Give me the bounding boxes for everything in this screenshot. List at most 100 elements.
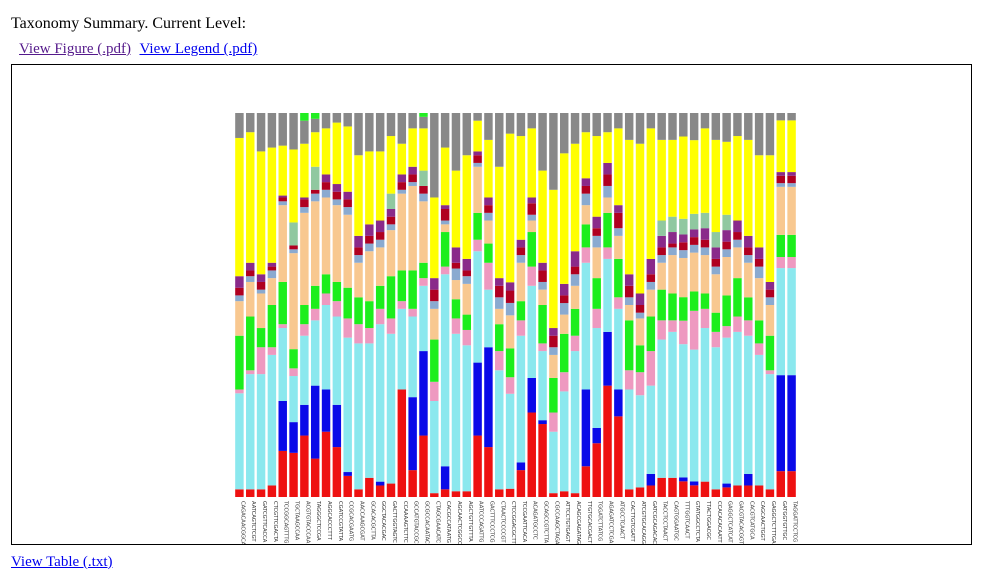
bar-segment-red [570,493,580,497]
bar-segment-pink [278,324,287,329]
bar-segment-steelblue [246,276,255,282]
bar-segment-yellow [516,136,526,240]
bar-segment-steelblue [267,270,277,279]
bar-segment-red [646,485,656,497]
bar-segment-blue [776,375,785,472]
bar-segment-pink [776,257,785,269]
bar-segment-gray [570,113,580,144]
bar-segment-green [354,297,363,325]
x-tick-label: GACTTTCCCTCG [488,501,494,543]
bar-segment-green [646,316,656,352]
bar-segment-peach [711,274,721,313]
bar-segment-darkred [289,245,298,250]
bar-segment-cyan [765,374,775,490]
x-tick-label: AGGCACCCTTT [326,501,332,541]
bar-segment-red [386,483,396,497]
view-figure-link[interactable]: View Figure (.pdf) [19,41,131,57]
bar-segment-gray [354,113,363,156]
bar-segment-cyan [754,354,764,486]
bar-segment-yellow [397,143,407,175]
bar-segment-pink [267,347,277,355]
bar-segment-darkred [668,243,677,248]
view-table-link[interactable]: View Table (.txt) [11,554,113,570]
bar-segment-pink [679,320,688,345]
bar-segment-gray [343,113,352,127]
bar-segment-purple [473,151,482,156]
bar-segment-darkred [527,203,536,215]
x-tick-label: ACAGCGAGATAG [575,501,581,544]
bar-segment-green [700,293,710,309]
bar-segment-purple [246,262,255,271]
bar-segment-cyan [235,393,244,490]
bar-segment-purple [278,195,287,198]
bar-segment-blue [408,397,417,471]
bar-segment-red [343,475,352,497]
bar-segment-gray [267,113,277,148]
x-tick-label: GCACACGCTTA [369,501,375,540]
bar-segment-green [440,232,450,267]
bar-segment-darkred [386,216,396,225]
bar-segment-green [711,312,721,332]
bar-segment-purple [722,230,731,242]
bar-segment-steelblue [375,239,385,248]
bar-segment-purple [711,247,721,259]
bar-segment-peach [722,257,731,296]
bar-segment-cyan [462,345,472,492]
x-tick-label: TGCTAAGCCAA [294,500,300,541]
bar-segment-yellow [603,132,612,163]
bar-segment-yellow [419,128,428,171]
bar-segment-green [776,234,785,257]
bar-segment-red [776,471,785,497]
bar-segment-red [332,447,342,497]
bar-segment-darkred [300,199,309,208]
bar-segment-yellow [235,137,244,277]
bar-segment-red [635,487,645,497]
bar-segment-green [343,287,352,319]
bar-segment-cyan [700,328,710,482]
bar-segment-pink [484,262,493,290]
bar-segment-peach [624,305,634,321]
x-tick-label: TAGGGCTCCGA [315,500,321,541]
bar-segment-darkred [581,185,591,194]
bar-segment-green [581,224,591,248]
bar-segment-purple [776,172,785,176]
x-tick-label: CACTTGTCGATT [629,501,635,543]
bar-segment-yellow [321,128,331,175]
x-tick-label: ACGTGTACCCAA [304,501,310,544]
x-tick-label: TTTGGTCAACT [683,500,689,539]
bar-segment-purple [375,220,385,233]
bar-segment-steelblue [592,235,601,248]
bar-segment-peach [733,247,742,279]
bar-segment-cyan [430,401,439,494]
bar-segment-purple [267,262,277,267]
bar-segment-darkred [733,232,742,240]
bar-segment-gray [635,113,645,144]
bar-segment-red [473,435,482,497]
x-tick-label: CCACACACAATT [716,501,722,543]
bar-segment-gray [505,113,515,134]
bar-segment-steelblue [668,247,677,256]
x-tick-label: CTAGCGAACATC [434,501,440,543]
bar-segment-steelblue [505,302,515,316]
bar-segment-cyan [527,285,536,378]
bar-segment-purple [560,283,569,296]
bar-segment-gray [581,113,591,133]
bar-segment-red [527,412,536,497]
bar-segment-peach [365,251,374,302]
bar-segment-yellow [332,122,342,185]
bar-segment-cyan [451,333,461,492]
bar-segment-pink [787,257,796,269]
bar-segment-pink [440,266,450,275]
bar-segment-darkred [473,155,482,163]
bar-segment-red [668,477,677,497]
bar-segment-green [473,212,482,240]
bar-segment-steelblue [354,255,363,263]
bar-segment-yellow [700,128,710,213]
bar-segment-green [267,305,277,348]
bar-segment-yellow [375,151,385,221]
bar-segment-cyan [624,389,634,490]
view-legend-link[interactable]: View Legend (.pdf) [139,41,258,57]
bar-segment-gray [538,113,547,171]
bar-segment-purple [635,293,645,305]
bar-segment-darkred [321,182,331,190]
